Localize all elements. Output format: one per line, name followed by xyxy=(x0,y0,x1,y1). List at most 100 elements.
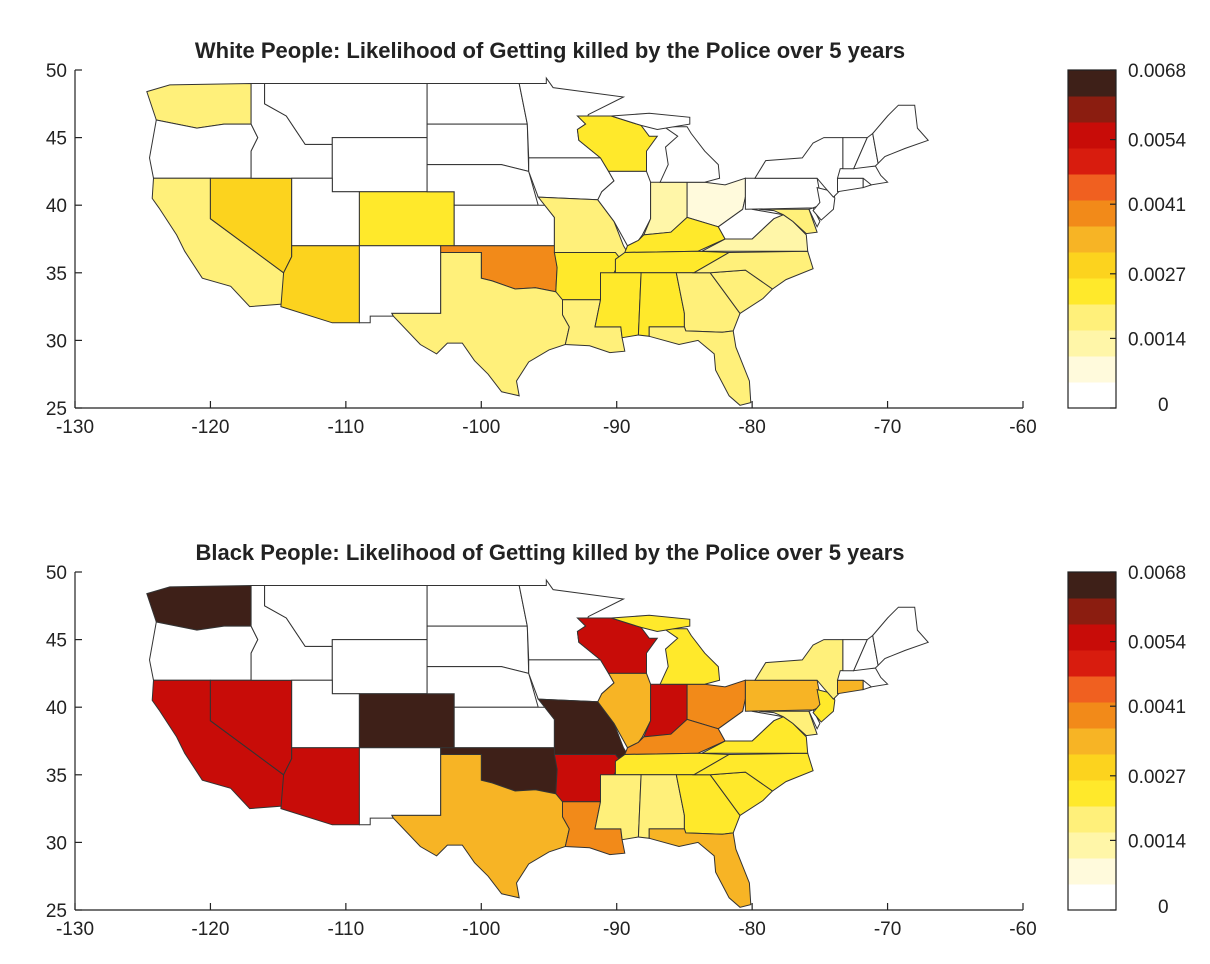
state-ky xyxy=(624,718,726,756)
colorbar-frame xyxy=(1067,69,1117,409)
y-tick-label: 50 xyxy=(46,563,67,584)
map-axes: -130 -120 -110 -100 -90 -80 -70 -60 25 30 35 40 45 50 xyxy=(46,61,1037,438)
state-ma xyxy=(836,165,889,186)
state-ma xyxy=(836,667,889,688)
state-tx xyxy=(391,252,570,397)
colorbar-segment xyxy=(1068,806,1116,833)
x-tick-label: -110 xyxy=(328,417,365,438)
state-ct xyxy=(837,679,864,695)
state-az xyxy=(280,245,360,324)
x-tick-label: -90 xyxy=(603,919,630,940)
colorbar-segment xyxy=(1068,278,1116,305)
colorbar-segment xyxy=(1068,174,1116,201)
state-ks xyxy=(453,706,555,749)
colorbar-segment xyxy=(1068,832,1116,859)
colorbar-tick-label: 0.0041 xyxy=(1128,697,1186,718)
colorbar-segment xyxy=(1068,382,1116,409)
state-co xyxy=(358,693,455,749)
state-fl xyxy=(648,828,752,908)
colorbar-segment xyxy=(1068,252,1116,279)
map-axes: -130 -120 -110 -100 -90 -80 -70 -60 25 30 35 40 45 50 xyxy=(46,563,1037,940)
colorbar-segment xyxy=(1068,754,1116,781)
y-tick-label: 50 xyxy=(46,61,67,82)
colorbar-segment xyxy=(1068,780,1116,807)
x-tick-label: -70 xyxy=(874,919,901,940)
colorbar-segment xyxy=(1068,624,1116,651)
state-mi xyxy=(611,614,691,633)
map-area xyxy=(146,76,930,406)
x-tick-label: -90 xyxy=(603,417,630,438)
colorbar-segment xyxy=(1068,676,1116,703)
x-tick-label: -130 xyxy=(56,919,94,940)
colorbar-segment xyxy=(1068,356,1116,383)
state-mi xyxy=(611,112,691,131)
colorbar-tick-label: 0.0027 xyxy=(1128,767,1186,788)
colorbar-segment xyxy=(1068,572,1116,599)
state-or xyxy=(148,119,259,179)
state-co xyxy=(358,191,455,247)
state-pa xyxy=(744,679,825,712)
y-tick-label: 45 xyxy=(46,129,67,150)
state-nc xyxy=(692,250,814,290)
colorbar-segment xyxy=(1068,70,1116,97)
state-fl xyxy=(648,326,752,406)
colorbar-tick-label: 0.0054 xyxy=(1128,633,1187,654)
x-tick-label: -100 xyxy=(462,417,500,438)
colorbar-frame xyxy=(1067,571,1117,911)
panel-title: White People: Likelihood of Getting kill… xyxy=(195,38,905,63)
state-choropleth xyxy=(146,76,930,406)
colorbar-segment xyxy=(1068,148,1116,175)
colorbar-segment xyxy=(1068,884,1116,911)
colorbar-segment xyxy=(1068,598,1116,625)
state-me xyxy=(872,606,930,667)
y-tick-label: 40 xyxy=(46,196,67,217)
colorbar-tick-label: 0.0068 xyxy=(1128,563,1186,584)
x-tick-label: -80 xyxy=(738,417,765,438)
panel-title: Black People: Likelihood of Getting kill… xyxy=(195,540,904,565)
y-tick-label: 35 xyxy=(46,766,67,787)
state-wy xyxy=(331,639,428,695)
y-tick-label: 25 xyxy=(46,399,67,420)
y-tick-label: 40 xyxy=(46,698,67,719)
colorbar-segment xyxy=(1068,330,1116,357)
map-panel-black: Black People: Likelihood of Getting kill… xyxy=(46,540,1187,940)
colorbar-tick-label: 0 xyxy=(1158,897,1169,918)
colorbar-segment xyxy=(1068,122,1116,149)
y-tick-label: 25 xyxy=(46,901,67,922)
x-tick-label: -100 xyxy=(462,919,500,940)
state-nm xyxy=(358,245,442,324)
colorbar-tick-label: 0.0068 xyxy=(1128,61,1186,82)
map-panel-white: White People: Likelihood of Getting kill… xyxy=(46,38,1187,438)
x-tick-label: -60 xyxy=(1009,919,1036,940)
x-tick-label: -70 xyxy=(874,417,901,438)
state-wy xyxy=(331,137,428,193)
state-me xyxy=(872,104,930,165)
state-nm xyxy=(358,747,442,826)
colorbar-tick-label: 0.0027 xyxy=(1128,265,1186,286)
state-nd xyxy=(426,585,528,627)
state-or xyxy=(148,621,259,681)
colorbar-tick-label: 0.0014 xyxy=(1128,831,1187,852)
x-tick-label: -130 xyxy=(56,417,94,438)
colorbar-segment xyxy=(1068,304,1116,331)
colorbar-segment xyxy=(1068,858,1116,885)
state-choropleth xyxy=(146,578,930,908)
state-mi xyxy=(659,628,721,685)
colorbar-segment xyxy=(1068,200,1116,227)
colorbar-segment xyxy=(1068,650,1116,677)
colorbar-segment xyxy=(1068,702,1116,729)
colorbar-tick-label: 0.0054 xyxy=(1128,131,1187,152)
state-tx xyxy=(391,754,570,899)
state-nd xyxy=(426,83,528,125)
colorbar-segment xyxy=(1068,96,1116,123)
x-tick-label: -120 xyxy=(191,417,229,438)
state-ky xyxy=(624,216,726,254)
state-pa xyxy=(744,177,825,210)
state-nh xyxy=(852,132,879,170)
map-area xyxy=(146,578,930,908)
state-mi xyxy=(659,126,721,183)
state-ks xyxy=(453,204,555,247)
y-tick-label: 30 xyxy=(46,833,67,854)
x-tick-label: -60 xyxy=(1009,417,1036,438)
